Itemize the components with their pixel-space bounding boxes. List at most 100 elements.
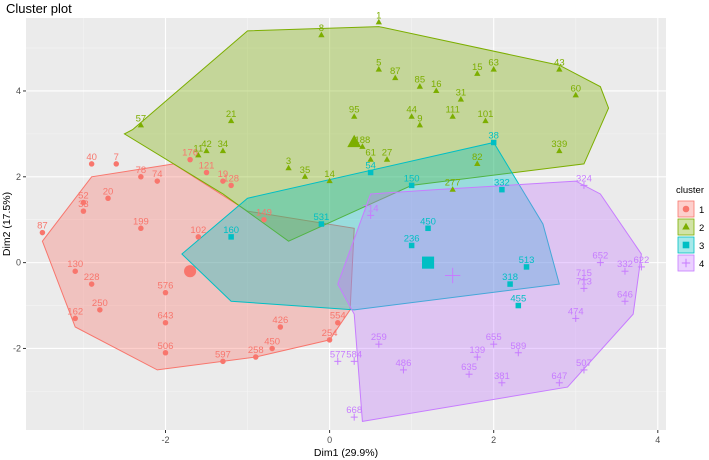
point-label: 318 [502, 272, 518, 283]
point-label: 20 [103, 186, 114, 197]
point-label: 160 [223, 225, 239, 236]
point-marker [137, 121, 145, 128]
point-label: 250 [92, 298, 108, 309]
cluster-centroid-1 [184, 265, 197, 278]
point-marker [301, 173, 309, 179]
point-marker [72, 315, 78, 322]
point-label: 188 [354, 135, 370, 146]
point-marker [490, 66, 497, 72]
point-label: 1 [376, 10, 381, 21]
point-marker [416, 83, 423, 89]
axis-ticks: -2 0 2 4 -2 0 2 4 [13, 86, 660, 445]
point-marker [498, 379, 506, 387]
point-label: 44 [406, 105, 417, 116]
point-marker [138, 174, 144, 180]
cluster-hulls [41, 26, 642, 423]
cluster-centroid-2 [347, 134, 362, 148]
point-label: 63 [488, 58, 499, 69]
point-label: 647 [551, 371, 567, 382]
y-tick-label: 2 [16, 172, 21, 182]
point-marker [474, 70, 481, 76]
point-marker [195, 234, 202, 240]
point-marker [162, 350, 169, 356]
point-marker [556, 66, 563, 72]
point-label: 60 [570, 83, 581, 94]
point-marker [220, 178, 226, 184]
point-label: 102 [190, 225, 206, 236]
point-label: 713 [576, 276, 592, 287]
point-marker [637, 263, 645, 271]
point-label: 150 [404, 173, 420, 184]
cluster-centroid-3 [422, 256, 435, 269]
point-label: 455 [510, 294, 526, 305]
point-marker [408, 242, 415, 249]
point-label: 27 [382, 148, 393, 159]
point-marker [621, 267, 629, 275]
point-marker [351, 113, 358, 119]
point-label: 128 [223, 173, 239, 184]
point-marker [375, 18, 382, 25]
point-label: 236 [404, 233, 420, 244]
point-marker [682, 241, 690, 249]
point-label: 31 [456, 88, 467, 99]
y-tick-label: 0 [16, 258, 21, 268]
point-marker [162, 319, 169, 326]
point-label: 42 [201, 139, 212, 150]
point-marker [555, 379, 563, 387]
point-label: 111 [445, 105, 459, 116]
point-marker [596, 259, 604, 267]
point-label: 21 [226, 109, 237, 120]
point-marker [113, 161, 120, 167]
point-marker [375, 66, 382, 72]
point-marker [457, 96, 465, 102]
point-label: 643 [158, 311, 174, 322]
point-marker [515, 302, 522, 309]
point-label: 597 [215, 349, 231, 360]
point-label: 149 [256, 208, 272, 219]
point-label: 652 [592, 251, 608, 262]
point-label: 35 [300, 165, 311, 176]
point-label: 339 [551, 139, 567, 150]
point-marker [449, 113, 456, 119]
point-label: 95 [349, 105, 360, 116]
point-marker [490, 139, 497, 146]
point-label: 101 [478, 109, 494, 120]
point-marker [220, 358, 226, 365]
point-label: 34 [218, 139, 229, 150]
point-marker [383, 156, 391, 162]
point-label: 15 [472, 62, 483, 73]
point-label: 577 [330, 349, 346, 360]
point-marker [39, 229, 46, 236]
point-label: 714 [363, 203, 379, 214]
point-label: 176 [182, 148, 198, 159]
point-marker [416, 121, 423, 128]
point-marker [88, 161, 95, 167]
point-marker [269, 345, 275, 352]
point-marker [326, 177, 333, 184]
x-tick-label: -2 [161, 435, 169, 445]
point-marker [580, 284, 588, 292]
point-marker [473, 353, 481, 361]
legend: cluster 1 2 3 4 [676, 185, 704, 272]
point-label: 3 [286, 156, 291, 167]
point-marker [97, 307, 103, 313]
point-label: 668 [346, 405, 362, 416]
point-marker [203, 169, 210, 176]
point-label: 486 [396, 358, 412, 369]
point-label: 38 [488, 130, 499, 141]
legend-label-4: 4 [699, 259, 704, 270]
point-label: 61 [365, 148, 376, 159]
point-label: 622 [633, 255, 649, 266]
point-label: 635 [461, 362, 477, 373]
point-label: 9 [417, 113, 422, 124]
point-label: 258 [248, 345, 264, 356]
point-label: 87 [37, 221, 48, 232]
point-marker [277, 324, 284, 330]
point-marker [482, 117, 489, 124]
cluster-hull-3 [181, 141, 560, 311]
point-marker [227, 117, 235, 124]
point-marker [682, 222, 690, 230]
plot-panel [26, 18, 666, 430]
point-marker [474, 160, 481, 167]
